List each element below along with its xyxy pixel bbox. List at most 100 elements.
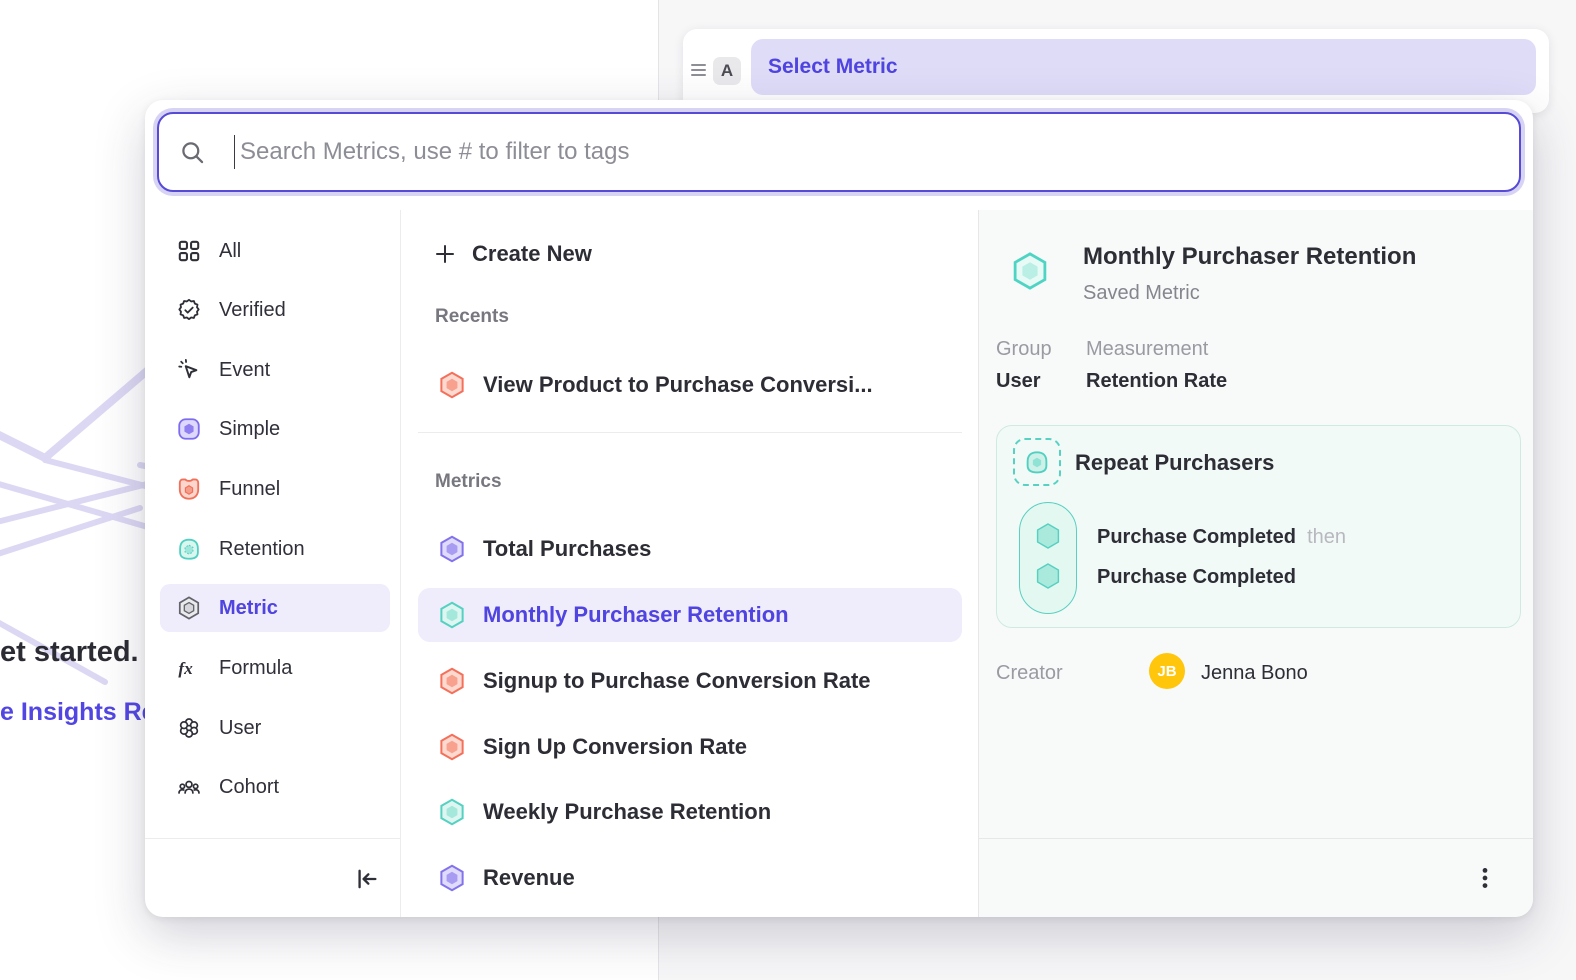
sidebar-item-metric[interactable]: Metric	[160, 584, 390, 632]
search-box[interactable]	[157, 112, 1521, 192]
event-sequence-capsule	[1019, 502, 1077, 614]
search-icon	[182, 141, 204, 163]
sidebar-item-verified[interactable]: Verified	[160, 286, 390, 334]
sidebar-item-label: Formula	[219, 656, 293, 679]
funnel-metric-hexagon-icon	[440, 371, 464, 399]
funnel-metric-icon	[178, 478, 200, 500]
sidebar-item-label: Verified	[219, 298, 286, 321]
event-hexagon-icon	[1036, 523, 1060, 549]
recents-header: Recents	[435, 306, 509, 327]
list-section-divider	[418, 432, 962, 433]
measurement-value: Retention Rate	[1086, 370, 1228, 392]
metrics-header: Metrics	[435, 471, 502, 492]
metric-picker-modal: All Verified Event Simple	[145, 100, 1533, 917]
step-event-name: Purchase Completed	[1097, 526, 1296, 548]
metric-item-monthly-purchaser-retention[interactable]: Monthly Purchaser Retention	[418, 588, 962, 642]
details-footer	[979, 838, 1533, 917]
metric-hexagon-icon	[440, 601, 464, 629]
metric-details-panel: Monthly Purchaser Retention Saved Metric…	[978, 210, 1533, 917]
measurement-label: Measurement	[1086, 338, 1209, 360]
sidebar-item-retention[interactable]: Retention	[160, 525, 390, 573]
metric-hexagon-icon	[440, 667, 464, 695]
metric-item-weekly-purchase-retention[interactable]: Weekly Purchase Retention	[418, 785, 962, 839]
collapse-sidebar-button[interactable]	[352, 865, 380, 893]
sidebar-item-label: Simple	[219, 417, 281, 440]
event-hexagon-icon	[1036, 563, 1060, 589]
drag-handle-icon[interactable]	[691, 64, 706, 78]
sidebar-footer	[145, 838, 400, 917]
sidebar-item-label: Cohort	[219, 775, 280, 798]
more-options-button[interactable]	[1472, 865, 1498, 891]
grid-icon	[178, 240, 200, 262]
sidebar-item-label: User	[219, 716, 262, 739]
metric-item-total-purchases[interactable]: Total Purchases	[418, 522, 962, 576]
verified-seal-icon	[178, 298, 200, 321]
metric-item-label: Revenue	[483, 865, 575, 890]
text-caret	[234, 135, 235, 169]
metric-hexagon-icon	[440, 798, 464, 826]
retention-behavior-icon	[1013, 438, 1061, 486]
simple-metric-icon	[178, 418, 200, 440]
saved-metric-icon	[178, 596, 200, 620]
step-event-name: Purchase Completed	[1097, 566, 1296, 588]
svg-text:fx: fx	[178, 659, 193, 678]
metric-item-label: Signup to Purchase Conversion Rate	[483, 668, 871, 693]
sidebar-item-label: Funnel	[219, 477, 281, 500]
series-letter-badge: A	[713, 57, 741, 85]
sidebar-item-label: Event	[219, 358, 271, 381]
recent-item-view-product-to-purchase[interactable]: View Product to Purchase Conversi...	[418, 358, 962, 412]
search-input[interactable]	[238, 137, 1499, 167]
details-subtitle: Saved Metric	[1083, 282, 1200, 304]
sidebar-item-simple[interactable]: Simple	[160, 405, 390, 453]
metric-item-label: Weekly Purchase Retention	[483, 799, 772, 824]
metric-hexagon-icon	[440, 864, 464, 892]
create-new-label: Create New	[472, 241, 592, 266]
step-connector: then	[1307, 526, 1347, 548]
sidebar-item-cohort[interactable]: Cohort	[160, 763, 390, 811]
sidebar-item-all[interactable]: All	[160, 227, 390, 275]
recent-item-label: View Product to Purchase Conversi...	[483, 372, 873, 397]
creator-name: Jenna Bono	[1201, 662, 1308, 684]
cohort-icon	[178, 780, 200, 794]
sidebar-item-user[interactable]: User	[160, 704, 390, 752]
sidebar-item-formula[interactable]: fx Formula	[160, 644, 390, 692]
metric-hexagon-icon	[440, 535, 464, 563]
select-metric-button[interactable]: Select Metric	[751, 39, 1536, 95]
creator-avatar: JB	[1149, 653, 1185, 689]
retention-metric-icon	[179, 538, 199, 560]
sidebar-item-event[interactable]: Event	[160, 346, 390, 394]
background-heading: et started.	[0, 636, 139, 668]
sidebar-item-funnel[interactable]: Funnel	[160, 465, 390, 513]
creator-label: Creator	[996, 662, 1063, 684]
group-value: User	[996, 370, 1041, 392]
collapse-left-icon	[358, 869, 377, 889]
plus-icon	[436, 245, 454, 263]
background-insights-link[interactable]: e Insights Re	[0, 698, 156, 726]
kebab-menu-icon	[1482, 868, 1488, 888]
sidebar-item-label: Metric	[219, 596, 278, 619]
sidebar-divider	[400, 210, 401, 917]
formula-icon: fx	[178, 659, 193, 678]
sidebar-item-label: Retention	[219, 537, 305, 560]
definition-title: Repeat Purchasers	[1075, 450, 1275, 475]
definition-step-1: Purchase Completed then	[1097, 526, 1346, 549]
metric-definition-card: Repeat Purchasers Purchase Completed the…	[996, 425, 1521, 628]
sidebar-item-label: All	[219, 239, 242, 262]
metric-item-label: Total Purchases	[483, 536, 652, 561]
select-metric-label: Select Metric	[768, 55, 898, 78]
metric-item-signup-to-purchase-conversion-rate[interactable]: Signup to Purchase Conversion Rate	[418, 654, 962, 708]
create-new-button[interactable]: Create New	[433, 228, 592, 280]
metric-hexagon-icon	[1013, 252, 1047, 290]
metric-item-revenue[interactable]: Revenue	[418, 851, 962, 905]
retention-arch-icon	[1026, 451, 1048, 474]
metric-hexagon-icon	[440, 733, 464, 761]
metric-item-label: Sign Up Conversion Rate	[483, 734, 748, 759]
metric-item-label: Monthly Purchaser Retention	[483, 602, 789, 627]
metric-item-sign-up-conversion-rate[interactable]: Sign Up Conversion Rate	[418, 720, 962, 774]
user-profile-icon	[179, 718, 199, 738]
details-title: Monthly Purchaser Retention	[1083, 243, 1417, 270]
event-cursor-icon	[178, 359, 198, 379]
group-label: Group	[996, 338, 1052, 360]
metric-query-row: A Select Metric	[683, 29, 1549, 113]
